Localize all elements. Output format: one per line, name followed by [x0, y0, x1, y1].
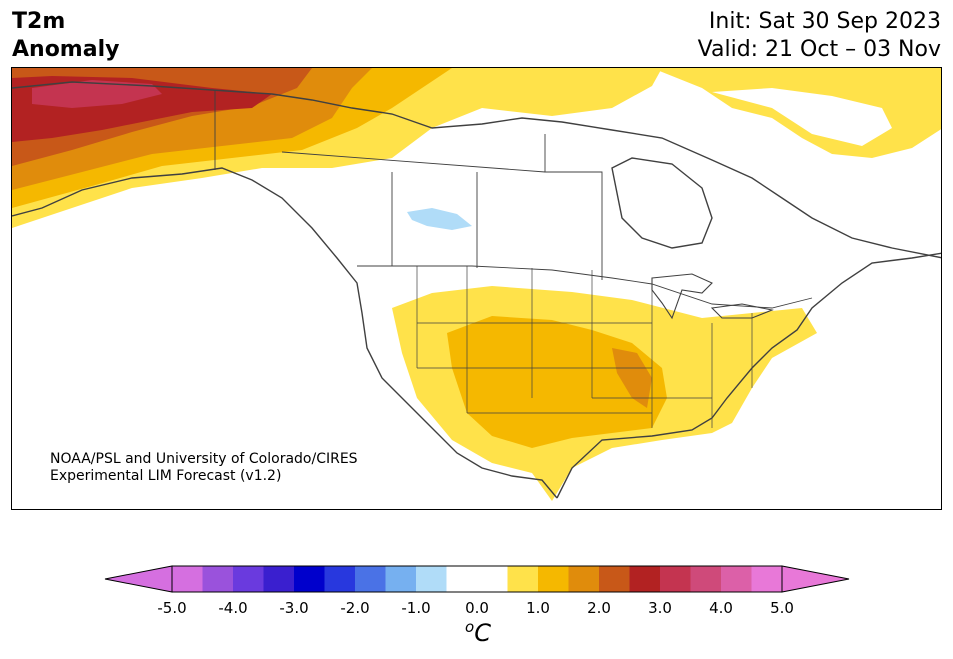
colorbar-tick-label: 2.0: [587, 599, 611, 617]
colorbar-under-arrow: [104, 565, 173, 593]
map-panel: NOAA/PSL and University of Colorado/CIRE…: [11, 67, 942, 510]
title-line-1: T2m: [12, 9, 66, 34]
colorbar-tick-label: 0.0: [465, 599, 489, 617]
colorbar-tick-label: -1.0: [401, 599, 431, 617]
colorbar-bin: [172, 566, 203, 592]
credit-line-2: Experimental LIM Forecast (v1.2): [50, 468, 282, 484]
colorbar-bin: [690, 566, 722, 592]
colorbar-bin: [324, 566, 356, 592]
valid-date-range: Valid: 21 Oct – 03 Nov: [697, 37, 941, 62]
colorbar-bin: [721, 566, 752, 592]
anomaly-region-cold: [407, 208, 472, 230]
border-us-states: [416, 266, 753, 428]
colorbar-bin: [629, 566, 661, 592]
anomaly-map: [12, 68, 941, 501]
colorbar: [104, 565, 850, 593]
colorbar-tick-label: 1.0: [526, 599, 550, 617]
colorbar-bin: [507, 566, 539, 592]
colorbar-bin: [660, 566, 691, 592]
colorbar-bin: [385, 566, 417, 592]
colorbar-tick-label: 5.0: [770, 599, 794, 617]
colorbar-bin: [294, 566, 325, 592]
border-canada-provinces: [281, 134, 603, 280]
anomaly-region-3-0: [32, 80, 162, 108]
colorbar-tick-label: 3.0: [648, 599, 672, 617]
colorbar-bin: [355, 566, 386, 592]
border-us-canada: [357, 265, 813, 309]
colorbar-tick-label: 4.0: [709, 599, 733, 617]
colorbar-bin: [538, 566, 569, 592]
great-lakes: [651, 273, 774, 320]
colorbar-tick-label: -5.0: [157, 599, 187, 617]
colorbar-bin: [446, 566, 478, 592]
map-title: T2m Anomaly: [12, 8, 119, 64]
colorbar-bin: [263, 566, 295, 592]
anomaly-region-us-1-0: [447, 316, 667, 448]
colorbar-bin: [599, 566, 630, 592]
colorbar-tick-label: -4.0: [218, 599, 248, 617]
colorbar-over-arrow: [781, 565, 850, 593]
init-date: Init: Sat 30 Sep 2023: [708, 9, 941, 34]
colorbar-tick-label: -3.0: [279, 599, 309, 617]
colorbar-bin: [233, 566, 264, 592]
colorbar-bin: [751, 566, 783, 592]
title-line-2: Anomaly: [12, 37, 120, 62]
coastline-north: [12, 81, 941, 259]
colorbar-bin: [416, 566, 447, 592]
colorbar-bin: [477, 566, 508, 592]
coastline-west: [12, 167, 558, 499]
forecast-dates: Init: Sat 30 Sep 2023 Valid: 21 Oct – 03…: [698, 8, 941, 64]
colorbar-bin: [568, 566, 600, 592]
colorbar-tick-label: -2.0: [340, 599, 370, 617]
credit-line-1: NOAA/PSL and University of Colorado/CIRE…: [50, 451, 358, 467]
colorbar-bin: [202, 566, 234, 592]
anomaly-region-arctic-white: [712, 88, 892, 146]
colorbar-outline: [171, 565, 783, 593]
hudson-bay: [611, 157, 713, 249]
credit-text: NOAA/PSL and University of Colorado/CIRE…: [50, 451, 358, 485]
unit-label: oC: [465, 618, 491, 647]
unit-degree: o: [465, 618, 475, 636]
anomaly-region-us-1-5: [612, 348, 652, 408]
unit-celsius: C: [474, 619, 491, 647]
